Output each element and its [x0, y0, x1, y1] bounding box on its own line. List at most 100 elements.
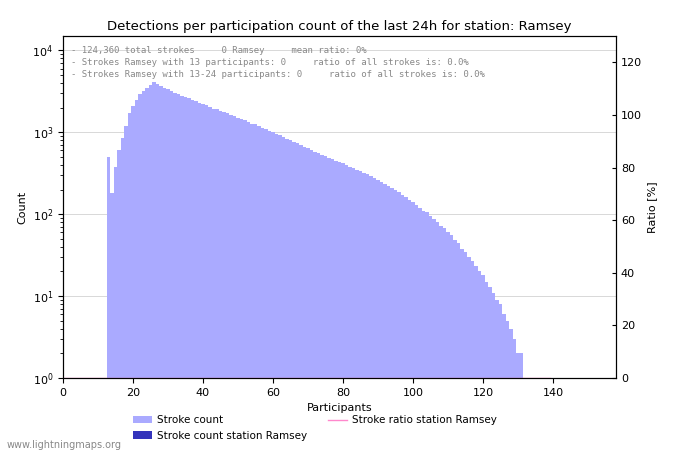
- Bar: [381, 378, 382, 450]
- Bar: [216, 378, 218, 450]
- Bar: [223, 378, 225, 450]
- Bar: [255, 378, 256, 450]
- Bar: [248, 378, 249, 450]
- Bar: [281, 137, 286, 450]
- Bar: [388, 378, 389, 450]
- Bar: [349, 167, 351, 450]
- Bar: [379, 182, 384, 450]
- Bar: [213, 378, 214, 450]
- Bar: [337, 162, 342, 450]
- Bar: [244, 120, 246, 450]
- Bar: [148, 85, 153, 450]
- Bar: [342, 378, 344, 450]
- Bar: [328, 158, 330, 450]
- Bar: [316, 153, 321, 450]
- Bar: [76, 378, 78, 450]
- Bar: [251, 124, 253, 450]
- Bar: [521, 378, 522, 450]
- Bar: [251, 378, 253, 450]
- Bar: [454, 378, 456, 450]
- Bar: [512, 339, 517, 450]
- Bar: [477, 271, 482, 450]
- Bar: [398, 192, 400, 450]
- Bar: [87, 378, 88, 450]
- Bar: [435, 222, 440, 450]
- Bar: [162, 88, 167, 450]
- Bar: [265, 129, 267, 450]
- Bar: [150, 378, 151, 450]
- Text: - 124,360 total strokes     0 Ramsey     mean ratio: 0%
- Strokes Ramsey with 13: - 124,360 total strokes 0 Ramsey mean ra…: [71, 46, 485, 79]
- Bar: [391, 188, 393, 450]
- Bar: [241, 378, 242, 450]
- Bar: [447, 232, 449, 450]
- Bar: [136, 378, 137, 450]
- Bar: [195, 101, 197, 450]
- Bar: [519, 353, 524, 450]
- Bar: [440, 378, 442, 450]
- Bar: [97, 378, 99, 450]
- Bar: [377, 378, 379, 450]
- Bar: [286, 378, 288, 450]
- Bar: [73, 378, 74, 450]
- Bar: [400, 195, 405, 450]
- Bar: [531, 378, 533, 450]
- Bar: [393, 190, 398, 450]
- Bar: [524, 378, 526, 450]
- Bar: [304, 378, 305, 450]
- Bar: [101, 378, 102, 450]
- Bar: [297, 378, 298, 450]
- Bar: [458, 378, 459, 450]
- Bar: [363, 378, 365, 450]
- Bar: [113, 167, 118, 450]
- Bar: [377, 180, 379, 450]
- Bar: [461, 378, 463, 450]
- Bar: [505, 321, 510, 450]
- Bar: [307, 378, 309, 450]
- Bar: [321, 155, 323, 450]
- Bar: [414, 205, 419, 450]
- Bar: [386, 186, 391, 450]
- Bar: [321, 378, 323, 450]
- Bar: [510, 328, 512, 450]
- Bar: [153, 82, 155, 450]
- Bar: [545, 378, 547, 450]
- Bar: [120, 138, 125, 450]
- Bar: [171, 378, 172, 450]
- Bar: [472, 378, 473, 450]
- Bar: [528, 378, 529, 450]
- Bar: [239, 119, 244, 450]
- Bar: [335, 161, 337, 450]
- Bar: [209, 107, 211, 450]
- Bar: [407, 200, 412, 450]
- Bar: [190, 100, 195, 450]
- Bar: [146, 378, 148, 450]
- Bar: [475, 266, 477, 450]
- Bar: [437, 378, 438, 450]
- Bar: [181, 378, 183, 450]
- Bar: [367, 378, 368, 450]
- Bar: [129, 378, 130, 450]
- Bar: [134, 100, 139, 450]
- Bar: [419, 208, 421, 450]
- Bar: [314, 152, 316, 450]
- Bar: [489, 378, 491, 450]
- Bar: [384, 378, 386, 450]
- Y-axis label: Count: Count: [17, 190, 27, 224]
- Bar: [342, 163, 344, 450]
- Bar: [332, 378, 333, 450]
- Bar: [176, 94, 181, 450]
- Bar: [183, 97, 188, 450]
- Bar: [237, 378, 239, 450]
- Bar: [355, 170, 358, 450]
- Stroke ratio station Ramsey: [146, 375, 155, 381]
- Bar: [325, 378, 326, 450]
- Bar: [444, 378, 445, 450]
- Bar: [283, 378, 284, 450]
- Bar: [300, 145, 302, 450]
- Bar: [356, 378, 358, 450]
- Bar: [115, 378, 116, 450]
- Bar: [358, 171, 363, 450]
- Bar: [225, 113, 230, 450]
- Bar: [218, 112, 223, 450]
- Bar: [80, 378, 81, 450]
